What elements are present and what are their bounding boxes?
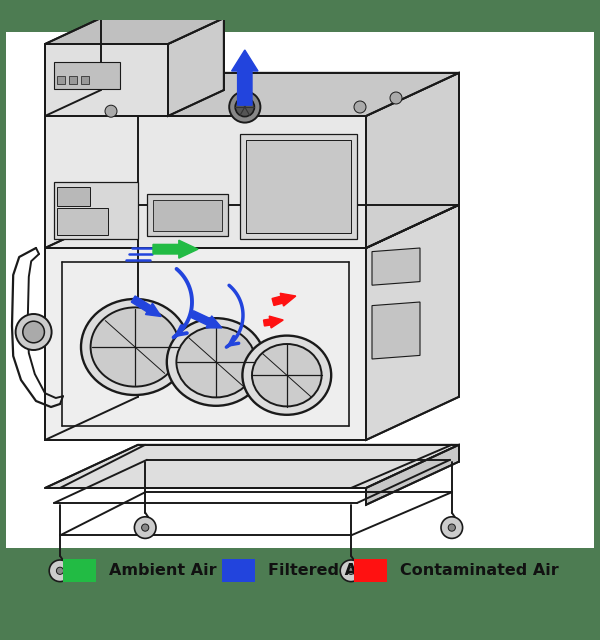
Polygon shape [45,73,459,116]
FancyArrow shape [131,296,161,317]
Polygon shape [366,445,459,505]
Circle shape [142,524,149,531]
Circle shape [105,105,117,117]
Circle shape [16,314,52,350]
Ellipse shape [176,326,256,397]
Polygon shape [222,559,255,582]
Polygon shape [45,248,366,440]
Polygon shape [153,200,222,231]
Ellipse shape [252,344,322,406]
FancyArrow shape [232,50,258,105]
Polygon shape [57,209,108,235]
Circle shape [229,92,260,123]
Polygon shape [354,559,387,582]
Polygon shape [45,116,366,248]
Text: Ambient Air: Ambient Air [109,563,217,579]
Polygon shape [147,194,228,236]
FancyArrow shape [153,240,198,258]
Polygon shape [372,248,420,285]
Polygon shape [246,140,351,233]
Polygon shape [168,18,224,116]
Polygon shape [240,134,357,239]
Circle shape [347,567,355,575]
Polygon shape [69,76,77,84]
Ellipse shape [81,299,189,395]
Polygon shape [366,205,459,440]
Circle shape [340,560,362,582]
Polygon shape [57,187,90,206]
Circle shape [23,321,44,343]
Polygon shape [54,182,138,239]
Circle shape [235,97,254,116]
FancyArrow shape [263,316,283,328]
Polygon shape [63,559,96,582]
Circle shape [448,524,455,531]
Text: Contaminated Air: Contaminated Air [400,563,559,579]
Polygon shape [45,445,459,488]
Circle shape [134,517,156,538]
Polygon shape [372,302,420,359]
Circle shape [56,567,64,575]
Circle shape [354,101,366,113]
Polygon shape [54,62,120,89]
Text: Filtered Air: Filtered Air [268,563,371,579]
Polygon shape [57,76,65,84]
FancyArrow shape [272,293,296,306]
Polygon shape [45,44,168,116]
Ellipse shape [242,335,331,415]
FancyArrow shape [190,311,222,328]
Polygon shape [366,73,459,248]
Polygon shape [81,76,89,84]
Circle shape [390,92,402,104]
Polygon shape [45,18,224,44]
Ellipse shape [91,307,179,387]
Ellipse shape [167,318,265,406]
Circle shape [441,517,463,538]
Polygon shape [45,205,459,248]
Circle shape [49,560,71,582]
